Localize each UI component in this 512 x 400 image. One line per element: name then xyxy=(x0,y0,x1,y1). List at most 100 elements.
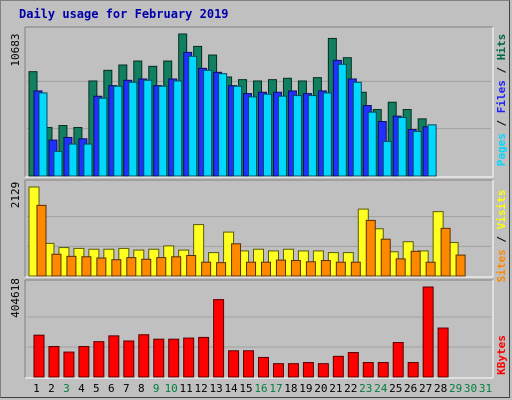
legend-segment-2: Visits xyxy=(495,190,508,230)
bar-pages-day-6 xyxy=(113,85,123,177)
bar-kbytes-day-11 xyxy=(183,337,195,378)
x-tick-label-4: 4 xyxy=(78,382,85,395)
chart-title: Daily usage for February 2019 xyxy=(19,7,229,21)
bar-sites-day-25 xyxy=(395,258,406,277)
bar-sites-day-10 xyxy=(171,256,182,277)
x-tick-label-29: 29 xyxy=(449,382,462,395)
x-tick-label-5: 5 xyxy=(93,382,100,395)
bar-kbytes-day-27 xyxy=(422,286,434,378)
x-tick-label-22: 22 xyxy=(344,382,357,395)
bar-sites-day-21 xyxy=(335,261,346,277)
x-tick-label-19: 19 xyxy=(299,382,312,395)
bar-kbytes-day-12 xyxy=(198,336,210,378)
legend-segment-1: / xyxy=(495,113,508,133)
bar-sites-day-8 xyxy=(141,258,152,277)
legend-segment-3: / xyxy=(495,60,508,80)
x-tick-label-18: 18 xyxy=(284,382,297,395)
x-tick-label-31: 31 xyxy=(479,382,492,395)
bar-pages-day-5 xyxy=(98,97,108,177)
bar-pages-day-4 xyxy=(83,143,93,177)
right-legend: Pages / Files / Hits xyxy=(495,34,508,167)
x-tick-label-14: 14 xyxy=(224,382,238,395)
x-tick-label-11: 11 xyxy=(180,382,193,395)
x-tick-label-25: 25 xyxy=(389,382,402,395)
bar-kbytes-day-6 xyxy=(108,335,120,378)
bar-sites-day-22 xyxy=(350,261,361,277)
bar-sites-day-28 xyxy=(440,227,451,277)
bar-pages-day-22 xyxy=(352,81,362,177)
legend-segment-0: Pages xyxy=(495,133,508,166)
x-tick-label-13: 13 xyxy=(209,382,222,395)
bar-sites-day-23 xyxy=(365,219,376,277)
bar-pages-day-14 xyxy=(233,85,243,177)
x-tick-label-12: 12 xyxy=(195,382,208,395)
bar-sites-day-18 xyxy=(290,260,301,277)
bar-sites-day-9 xyxy=(156,257,167,277)
bar-kbytes-day-10 xyxy=(168,338,180,378)
bar-kbytes-day-18 xyxy=(287,363,299,378)
bar-kbytes-day-15 xyxy=(243,350,255,378)
bar-kbytes-day-3 xyxy=(63,351,75,378)
bar-kbytes-day-28 xyxy=(437,327,449,378)
x-tick-label-20: 20 xyxy=(314,382,327,395)
bar-kbytes-day-16 xyxy=(258,356,270,378)
bar-sites-day-19 xyxy=(305,261,316,277)
x-tick-label-3: 3 xyxy=(63,382,70,395)
bar-kbytes-day-5 xyxy=(93,341,105,378)
bar-pages-day-20 xyxy=(322,92,332,177)
x-tick-label-15: 15 xyxy=(239,382,252,395)
bar-pages-day-17 xyxy=(277,95,287,177)
bar-kbytes-day-19 xyxy=(302,362,314,378)
bar-pages-day-21 xyxy=(337,63,347,177)
bar-pages-day-8 xyxy=(143,79,153,177)
y-max-label: 10683 xyxy=(9,33,22,66)
bar-sites-day-15 xyxy=(246,261,257,277)
bar-pages-day-16 xyxy=(262,93,272,177)
bar-kbytes-day-20 xyxy=(317,363,329,378)
x-tick-label-16: 16 xyxy=(254,382,267,395)
bar-kbytes-day-2 xyxy=(48,346,60,378)
bar-pages-day-18 xyxy=(292,95,302,177)
bar-sites-day-5 xyxy=(96,257,107,277)
bar-pages-day-1 xyxy=(38,92,48,177)
x-tick-label-23: 23 xyxy=(359,382,372,395)
bar-kbytes-day-17 xyxy=(272,363,284,378)
bar-sites-day-17 xyxy=(275,259,286,277)
bar-pages-day-11 xyxy=(188,55,198,177)
legend-segment-0: Sites xyxy=(495,249,508,282)
bar-sites-day-3 xyxy=(66,255,77,277)
x-tick-label-10: 10 xyxy=(165,382,178,395)
x-tick-label-6: 6 xyxy=(108,382,115,395)
bar-sites-day-26 xyxy=(410,250,421,277)
bar-pages-day-27 xyxy=(427,124,437,177)
x-tick-label-30: 30 xyxy=(464,382,477,395)
legend-segment-1: / xyxy=(495,229,508,249)
x-tick-label-7: 7 xyxy=(123,382,130,395)
bar-sites-day-4 xyxy=(81,256,92,277)
bar-pages-day-2 xyxy=(53,150,63,177)
x-tick-label-28: 28 xyxy=(434,382,447,395)
x-tick-label-24: 24 xyxy=(374,382,388,395)
x-tick-label-17: 17 xyxy=(269,382,282,395)
x-tick-label-27: 27 xyxy=(419,382,432,395)
bar-pages-day-24 xyxy=(382,140,392,177)
legend-segment-0: KBytes xyxy=(495,335,508,375)
bar-pages-day-23 xyxy=(367,111,377,177)
bar-kbytes-day-26 xyxy=(407,362,419,378)
bar-sites-day-24 xyxy=(380,238,391,277)
legend-segment-2: Files xyxy=(495,80,508,113)
bar-kbytes-day-22 xyxy=(347,352,359,378)
bar-sites-day-6 xyxy=(111,259,122,277)
y-max-label: 404618 xyxy=(9,278,22,318)
x-tick-label-9: 9 xyxy=(153,382,160,395)
bar-visits-day-12 xyxy=(193,224,205,277)
bar-sites-day-1 xyxy=(36,204,47,277)
bar-pages-day-3 xyxy=(68,143,78,177)
bar-sites-day-13 xyxy=(216,262,227,277)
bar-kbytes-day-13 xyxy=(213,299,225,378)
bar-sites-day-7 xyxy=(126,257,137,277)
bar-pages-day-25 xyxy=(397,117,407,177)
bar-kbytes-day-21 xyxy=(332,355,344,378)
